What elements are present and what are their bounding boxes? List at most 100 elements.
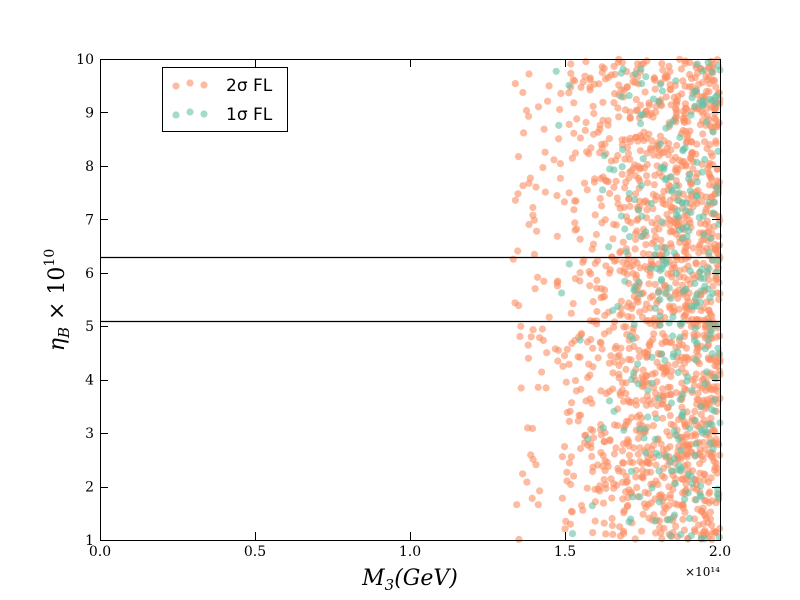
x-offset-label: ×10¹⁴ (685, 565, 720, 579)
scatter-point-2sigma (610, 220, 618, 228)
scatter-point-1sigma (635, 278, 643, 286)
scatter-point-2sigma (600, 330, 609, 338)
scatter-point-2sigma (586, 317, 595, 325)
scatter-point-2sigma (565, 417, 574, 425)
y-tick-label: 7 (85, 212, 94, 228)
scatter-point-2sigma (559, 362, 567, 370)
scatter-point-1sigma (639, 155, 647, 163)
scatter-point-1sigma (617, 93, 625, 101)
scatter-point-2sigma (626, 202, 634, 210)
scatter-point-1sigma (670, 511, 679, 519)
scatter-point-1sigma (710, 198, 719, 206)
scatter-point-2sigma (634, 60, 642, 68)
y-tick-label: 9 (85, 105, 94, 121)
scatter-point-2sigma (683, 441, 691, 449)
scatter-point-2sigma (560, 352, 569, 360)
scatter-point-2sigma (571, 77, 579, 85)
scatter-point-2sigma (699, 504, 707, 512)
scatter-point-2sigma (715, 178, 723, 186)
scatter-point-2sigma (580, 179, 589, 187)
scatter-point-2sigma (594, 354, 602, 362)
scatter-point-1sigma (655, 498, 664, 506)
scatter-point-2sigma (601, 311, 609, 319)
scatter-point-2sigma (566, 520, 575, 528)
scatter-point-2sigma (589, 434, 598, 442)
scatter-point-2sigma (665, 140, 673, 148)
scatter-point-1sigma (634, 206, 643, 214)
scatter-point-2sigma (515, 535, 523, 544)
scatter-point-2sigma (569, 300, 577, 308)
scatter-point-2sigma (652, 108, 660, 116)
scatter-point-2sigma (620, 507, 628, 515)
scatter-point-2sigma (616, 249, 624, 257)
scatter-point-2sigma (541, 188, 550, 196)
scatter-point-1sigma (555, 121, 563, 129)
scatter-point-1sigma (647, 200, 656, 208)
scatter-point-2sigma (585, 150, 593, 158)
series-1sigma-points (552, 58, 724, 543)
scatter-point-2sigma (642, 300, 651, 308)
scatter-point-2sigma (632, 190, 640, 198)
scatter-point-2sigma (666, 228, 674, 236)
scatter-point-2sigma (681, 385, 689, 393)
scatter-point-1sigma (693, 158, 701, 166)
scatter-point-1sigma (698, 168, 706, 176)
scatter-point-1sigma (715, 533, 723, 541)
scatter-point-2sigma (620, 86, 628, 94)
scatter-point-2sigma (561, 525, 569, 533)
x-axis-ticks: 0.0 0.5 1.0 1.5 2.0 (89, 59, 731, 560)
scatter-point-2sigma (597, 174, 605, 183)
scatter-point-1sigma (688, 302, 696, 311)
scatter-point-2sigma (700, 331, 708, 339)
scatter-point-2sigma (632, 96, 640, 104)
scatter-point-2sigma (625, 451, 634, 459)
scatter-point-2sigma (635, 353, 643, 361)
scatter-point-2sigma (571, 149, 580, 157)
scatter-point-1sigma (669, 313, 677, 321)
scatter-point-2sigma (619, 258, 627, 266)
scatter-point-2sigma (586, 282, 594, 290)
scatter-point-2sigma (645, 280, 653, 288)
scatter-point-2sigma (591, 485, 599, 493)
scatter-point-2sigma (542, 384, 550, 392)
scatter-point-2sigma (693, 140, 701, 148)
scatter-point-1sigma (644, 386, 652, 394)
scatter-point-2sigma (529, 326, 537, 334)
scatter-point-1sigma (678, 411, 686, 419)
scatter-point-1sigma (697, 287, 705, 295)
scatter-point-2sigma (696, 241, 704, 249)
scatter-point-2sigma (639, 510, 647, 518)
scatter-point-2sigma (712, 459, 720, 467)
scatter-point-2sigma (593, 276, 601, 285)
scatter-point-2sigma (625, 438, 633, 446)
scatter-point-2sigma (611, 344, 619, 353)
scatter-point-2sigma (604, 121, 612, 129)
scatter-point-2sigma (672, 98, 680, 106)
scatter-point-2sigma (595, 80, 603, 88)
scatter-point-1sigma (618, 163, 626, 171)
scatter-point-2sigma (636, 147, 645, 155)
scatter-point-2sigma (624, 150, 633, 158)
scatter-point-1sigma (704, 58, 712, 66)
scatter-point-2sigma (712, 83, 720, 91)
scatter-point-1sigma (631, 196, 639, 204)
scatter-point-1sigma (704, 336, 712, 344)
scatter-point-2sigma (644, 501, 652, 509)
scatter-point-1sigma (655, 451, 663, 460)
scatter-point-2sigma (669, 156, 677, 165)
scatter-point-1sigma (627, 515, 635, 523)
scatter-point-2sigma (621, 184, 629, 192)
scatter-point-2sigma (628, 313, 636, 321)
scatter-point-2sigma (699, 455, 707, 464)
scatter-point-1sigma (712, 322, 720, 330)
scatter-point-2sigma (682, 162, 690, 170)
scatter-point-2sigma (568, 154, 576, 162)
scatter-point-2sigma (613, 481, 621, 489)
scatter-point-2sigma (713, 165, 721, 173)
scatter-point-2sigma (576, 277, 584, 285)
x-axis-label: M3(GeV) (361, 566, 458, 594)
scatter-point-2sigma (651, 369, 659, 377)
scatter-point-1sigma (605, 243, 613, 251)
scatter-point-1sigma (701, 155, 709, 164)
scatter-point-1sigma (636, 493, 644, 501)
